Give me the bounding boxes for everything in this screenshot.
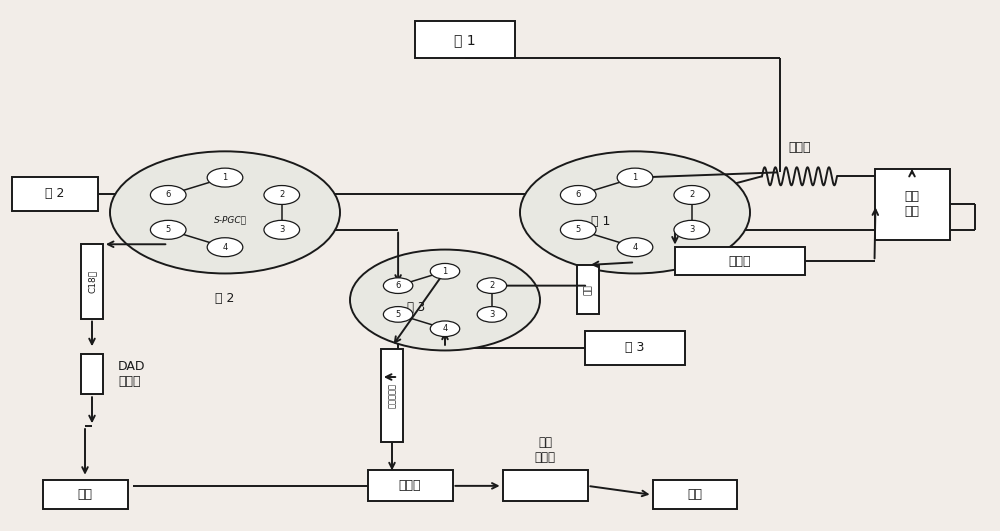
- Circle shape: [383, 278, 413, 294]
- FancyBboxPatch shape: [585, 330, 685, 365]
- Text: 3: 3: [279, 225, 284, 234]
- Circle shape: [150, 220, 186, 239]
- Text: 5: 5: [166, 225, 171, 234]
- Circle shape: [617, 238, 653, 256]
- Text: 抑制器: 抑制器: [399, 479, 421, 492]
- Circle shape: [264, 220, 300, 239]
- Text: 5: 5: [576, 225, 581, 234]
- Circle shape: [110, 151, 340, 273]
- Circle shape: [560, 220, 596, 239]
- Text: 泵 3: 泵 3: [625, 341, 645, 354]
- FancyBboxPatch shape: [42, 480, 128, 510]
- Text: 阀 3: 阀 3: [407, 301, 426, 314]
- Circle shape: [207, 168, 243, 187]
- Text: 泵 1: 泵 1: [454, 33, 476, 47]
- Text: 6: 6: [166, 191, 171, 200]
- Circle shape: [383, 306, 413, 322]
- Text: 3: 3: [689, 225, 694, 234]
- Circle shape: [350, 250, 540, 350]
- Text: 2: 2: [689, 191, 694, 200]
- Circle shape: [477, 306, 507, 322]
- FancyBboxPatch shape: [577, 265, 599, 314]
- Text: 4: 4: [632, 243, 638, 252]
- FancyBboxPatch shape: [81, 244, 103, 319]
- Text: 3: 3: [489, 310, 495, 319]
- FancyBboxPatch shape: [368, 470, 452, 501]
- Circle shape: [264, 185, 300, 204]
- Text: C18柱: C18柱: [88, 270, 96, 293]
- Circle shape: [477, 278, 507, 294]
- Text: 2: 2: [489, 281, 495, 290]
- Text: 预柱: 预柱: [584, 284, 592, 295]
- Circle shape: [560, 185, 596, 204]
- Text: 5: 5: [395, 310, 401, 319]
- FancyBboxPatch shape: [415, 21, 515, 58]
- FancyBboxPatch shape: [652, 480, 737, 510]
- Text: 6: 6: [395, 281, 401, 290]
- Text: 离子交换柱: 离子交换柱: [388, 383, 396, 408]
- Text: 电导
检测器: 电导 检测器: [534, 436, 556, 464]
- Text: 泵 2: 泵 2: [45, 187, 65, 200]
- Text: 样品环: 样品环: [788, 141, 811, 154]
- Text: 4: 4: [442, 324, 448, 333]
- Text: 6: 6: [576, 191, 581, 200]
- Circle shape: [207, 238, 243, 256]
- Text: 4: 4: [222, 243, 228, 252]
- FancyBboxPatch shape: [81, 355, 103, 394]
- Text: 1: 1: [222, 173, 228, 182]
- Text: 阀 2: 阀 2: [215, 292, 235, 305]
- Text: 2: 2: [279, 191, 284, 200]
- FancyBboxPatch shape: [503, 470, 588, 501]
- FancyBboxPatch shape: [12, 176, 98, 211]
- Circle shape: [150, 185, 186, 204]
- Text: 阀 1: 阀 1: [591, 215, 610, 228]
- Circle shape: [674, 220, 710, 239]
- Text: 注射器: 注射器: [729, 255, 751, 268]
- Text: 废液: 废液: [688, 489, 702, 501]
- Circle shape: [520, 151, 750, 273]
- Text: DAD
检测器: DAD 检测器: [118, 361, 146, 388]
- Circle shape: [674, 185, 710, 204]
- FancyBboxPatch shape: [381, 349, 403, 442]
- Text: 1: 1: [632, 173, 638, 182]
- Text: 废液: 废液: [78, 489, 92, 501]
- Circle shape: [430, 263, 460, 279]
- Circle shape: [617, 168, 653, 187]
- Text: 1: 1: [442, 267, 448, 276]
- Circle shape: [430, 321, 460, 337]
- Text: 进样
底座: 进样 底座: [904, 191, 920, 218]
- FancyBboxPatch shape: [874, 169, 950, 241]
- Text: S-PGC柱: S-PGC柱: [214, 215, 247, 224]
- FancyBboxPatch shape: [675, 247, 805, 275]
